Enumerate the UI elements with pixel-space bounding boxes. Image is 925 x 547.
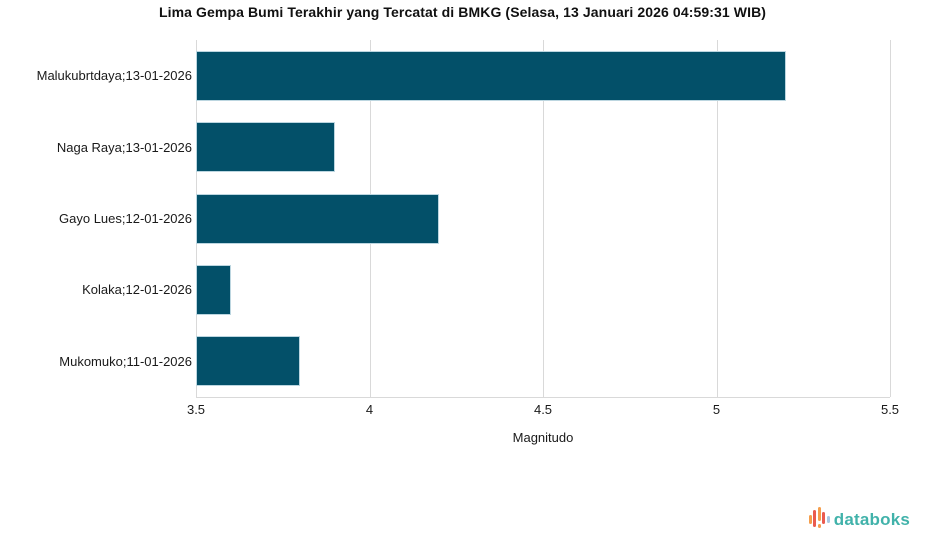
gridline: [543, 40, 544, 397]
x-axis-title: Magnitudo: [512, 430, 574, 445]
logo-bar: [808, 515, 812, 524]
y-label: Kolaka;12-01-2026: [82, 282, 192, 298]
x-tick-label: 5.5: [880, 402, 900, 417]
y-label: Mukomuko;11-01-2026: [59, 353, 192, 369]
logo-dot: [817, 524, 821, 528]
y-label: Naga Raya;13-01-2026: [56, 139, 192, 155]
bar-Kolaka;12-01-2026: [196, 264, 231, 315]
y-label: Gayo Lues;12-01-2026: [59, 211, 192, 227]
bar-Naga Raya;13-01-2026: [196, 122, 335, 173]
databoks-logo: databoks: [808, 506, 910, 534]
x-axis-ticks: 3.5 4 4.5 5 5.5: [187, 402, 899, 420]
logo-bar: [813, 510, 817, 527]
bar-Gayo Lues;12-01-2026: [196, 193, 439, 244]
x-tick-label: 4: [365, 402, 374, 417]
gridline: [716, 40, 718, 397]
bar-Malukubrtdaya;13-01-2026: [196, 50, 786, 101]
x-tick-label: 3.5: [186, 402, 206, 417]
y-label: Malukubrtdaya;13-01-2026: [36, 68, 192, 84]
x-tick-label: 4.5: [533, 402, 553, 417]
logo-bar: [826, 516, 830, 523]
logo-bar: [817, 507, 821, 521]
gridline: [890, 40, 891, 397]
y-axis-labels: Malukubrtdaya;13-01-2026 Naga Raya;13-01-…: [0, 40, 192, 397]
databoks-logo-text: databoks: [833, 510, 910, 529]
logo-bar: [822, 512, 826, 524]
chart-title: Lima Gempa Bumi Terakhir yang Tercatat d…: [158, 4, 767, 20]
plot-area: [196, 40, 891, 398]
x-tick-label: 5: [712, 402, 721, 417]
bar-Mukomuko;11-01-2026: [196, 336, 301, 387]
databoks-bars-icon: [808, 506, 831, 534]
